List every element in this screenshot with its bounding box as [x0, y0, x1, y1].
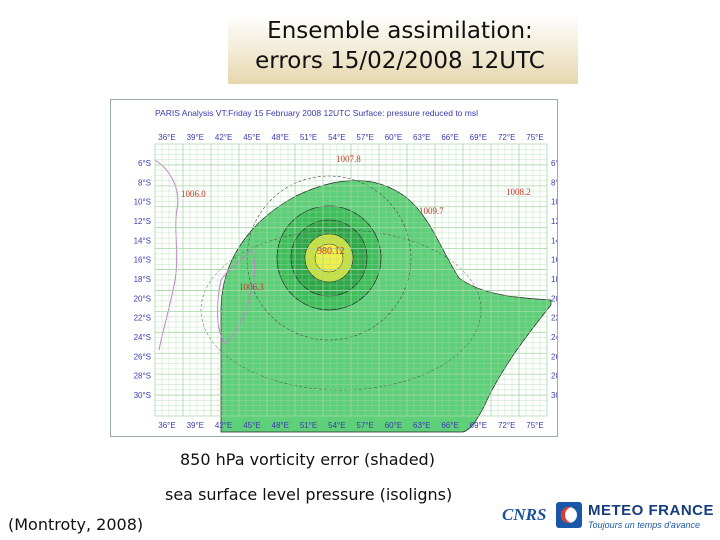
pressure-label: 1009.7: [419, 206, 444, 216]
axis-label: 69°E: [470, 421, 487, 430]
title-background: [228, 14, 578, 84]
axis-label: 20°S: [551, 294, 557, 303]
axis-label: 72°E: [498, 133, 515, 142]
axis-label: 6°S: [138, 159, 151, 168]
lat-labels-left: 6°S 8°S 10°S 12°S 14°S 16°S 18°S 20°S 22°S 24°S 26…: [134, 159, 151, 400]
meteo-france-name: METEO FRANCE: [588, 502, 714, 519]
axis-label: 51°E: [300, 421, 317, 430]
pressure-label: 980.12: [317, 246, 345, 257]
slide-title: Ensemble assimilation: errors 15/02/2008…: [210, 16, 590, 76]
axis-label: 18°S: [551, 275, 557, 284]
axis-label: 8°S: [551, 178, 557, 187]
axis-label: 42°E: [215, 133, 232, 142]
pressure-label: 1006.3: [239, 282, 264, 292]
axis-label: 12°S: [134, 217, 151, 226]
axis-label: 60°E: [385, 133, 402, 142]
axis-label: 45°E: [243, 133, 260, 142]
axis-label: 6°S: [551, 159, 557, 168]
axis-label: 54°E: [328, 421, 345, 430]
axis-label: 69°E: [470, 133, 487, 142]
axis-label: 16°S: [134, 256, 151, 265]
axis-label: 72°E: [498, 421, 515, 430]
axis-label: 45°E: [243, 421, 260, 430]
axis-label: 51°E: [300, 133, 317, 142]
axis-label: 54°E: [328, 133, 345, 142]
pressure-label: 1007.8: [336, 154, 361, 164]
axis-label: 10°S: [551, 198, 557, 207]
axis-label: 26°S: [134, 352, 151, 361]
coastline-madagascar: [217, 249, 256, 345]
axis-label: 48°E: [272, 133, 289, 142]
vorticity-shade-center: [314, 243, 344, 273]
axis-label: 22°S: [134, 314, 151, 323]
cnrs-logo: CNRS: [500, 494, 546, 530]
axis-label: 39°E: [187, 421, 204, 430]
axis-label: 66°E: [441, 421, 458, 430]
axis-label: 12°S: [551, 217, 557, 226]
axis-label: 75°E: [526, 421, 543, 430]
axis-label: 36°E: [158, 133, 175, 142]
axis-label: 28°S: [551, 372, 557, 381]
axis-label: 63°E: [413, 421, 430, 430]
axis-label: 75°E: [526, 133, 543, 142]
axis-label: 18°S: [134, 275, 151, 284]
map-header: PARIS Analysis VT:Friday 15 February 200…: [155, 108, 478, 118]
lon-labels-bottom: 36°E 39°E 42°E 45°E 48°E 51°E 54°E 57°E 60°E 63°E…: [158, 421, 543, 430]
axis-label: 8°S: [138, 178, 151, 187]
meteo-france-tagline: Toujours un temps d'avance: [588, 520, 700, 530]
axis-label: 14°S: [134, 236, 151, 245]
axis-label: 57°E: [356, 421, 373, 430]
caption-isolines: sea surface level pressure (isoligns): [165, 485, 453, 504]
meteo-france-emblem-icon: [556, 502, 582, 528]
axis-label: 20°S: [134, 294, 151, 303]
axis-label: 14°S: [551, 236, 557, 245]
axis-label: 39°E: [187, 133, 204, 142]
axis-label: 24°S: [134, 333, 151, 342]
coastline-africa: [154, 159, 179, 351]
caption-shading: 850 hPa vorticity error (shaded): [180, 450, 435, 469]
axis-label: 26°S: [551, 352, 557, 361]
title-line-2: errors 15/02/2008 12UTC: [255, 48, 545, 74]
axis-label: 66°E: [441, 133, 458, 142]
map-grid: [154, 143, 548, 417]
pressure-label: 1008.2: [506, 187, 531, 197]
axis-label: 22°S: [551, 314, 557, 323]
axis-label: 28°S: [134, 372, 151, 381]
axis-label: 63°E: [413, 133, 430, 142]
pressure-isoline: [246, 175, 412, 341]
axis-label: 10°S: [134, 198, 151, 207]
citation: (Montroty, 2008): [8, 515, 144, 534]
map-svg: PARIS Analysis VT:Friday 15 February 200…: [134, 108, 557, 433]
axis-label: 30°S: [134, 391, 151, 400]
axis-label: 48°E: [272, 421, 289, 430]
lat-labels-right: 6°S 8°S 10°S 12°S 14°S 16°S 18°S 20°S 22°S 24°S 26…: [551, 159, 557, 400]
title-line-1: Ensemble assimilation:: [267, 18, 533, 44]
pressure-map: PARIS Analysis VT:Friday 15 February 200…: [110, 99, 558, 437]
axis-label: 57°E: [356, 133, 373, 142]
meteo-france-logo: METEO FRANCE Toujours un temps d'avance: [552, 500, 720, 534]
lon-labels-top: 36°E 39°E 42°E 45°E 48°E 51°E 54°E 57°E 60°E 63°E…: [158, 133, 543, 142]
cnrs-logo-text: CNRS: [502, 505, 546, 524]
axis-label: 36°E: [158, 421, 175, 430]
axis-label: 16°S: [551, 256, 557, 265]
pressure-label: 1006.0: [181, 189, 206, 199]
axis-label: 60°E: [385, 421, 402, 430]
axis-label: 24°S: [551, 333, 557, 342]
axis-label: 42°E: [215, 421, 232, 430]
axis-label: 30°S: [551, 391, 557, 400]
